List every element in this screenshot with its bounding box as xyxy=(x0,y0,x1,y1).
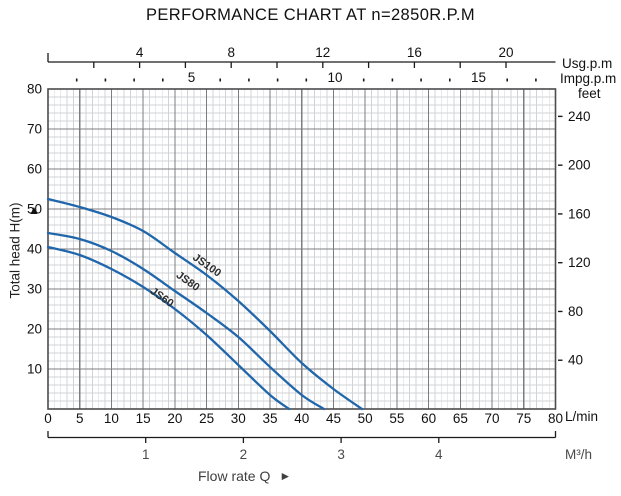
curve-JS80 xyxy=(46,231,326,411)
axis-lmin: 0 5 10 15 20 25 30 35 40 45 50 55 60 65 70 75 80 xyxy=(44,411,563,426)
unit-label-m3h: M³/h xyxy=(565,447,592,462)
up-triangle-icon: ▲ xyxy=(28,203,40,217)
lmin-tick-label: 75 xyxy=(516,411,531,426)
feet-tick-label: 160 xyxy=(568,206,591,221)
unit-label-lmin: L/min xyxy=(565,409,599,424)
plot-border xyxy=(47,88,557,410)
usgpm-tick-label: 4 xyxy=(136,45,144,60)
axis-m3h: 1 2 3 4 xyxy=(47,431,557,462)
head-tick-label: 60 xyxy=(27,162,42,177)
m3h-tick-label: 1 xyxy=(142,447,150,462)
feet-tick-label: 120 xyxy=(568,255,591,270)
m3h-tick-label: 3 xyxy=(337,447,345,462)
head-tick-label: 40 xyxy=(27,242,42,257)
lmin-tick-label: 15 xyxy=(136,411,151,426)
lmin-tick-label: 5 xyxy=(76,411,84,426)
feet-tick-label: 40 xyxy=(568,353,583,368)
m3h-tick-label: 4 xyxy=(435,447,443,462)
head-tick-label: 80 xyxy=(27,82,42,97)
pump-curves xyxy=(46,197,364,411)
lmin-tick-label: 65 xyxy=(453,411,468,426)
lmin-tick-label: 60 xyxy=(421,411,436,426)
usgpm-tick-label: 16 xyxy=(407,45,422,60)
curve-JS100 xyxy=(46,197,364,411)
feet-tick-label: 200 xyxy=(568,158,591,173)
lmin-tick-label: 20 xyxy=(167,411,182,426)
usgpm-tick-label: 20 xyxy=(498,45,513,60)
chart-title: PERFORMANCE CHART AT n=2850R.P.M xyxy=(145,6,475,24)
axis-usgpm: 4 8 12 16 20 xyxy=(47,45,556,68)
m3h-tick-label: 2 xyxy=(240,447,248,462)
lmin-tick-label: 30 xyxy=(231,411,246,426)
feet-tick-label: 240 xyxy=(568,109,591,124)
y-axis-title: Total head H(m) xyxy=(7,202,23,299)
lmin-tick-label: 70 xyxy=(485,411,500,426)
lmin-tick-label: 50 xyxy=(358,411,373,426)
lmin-tick-label: 80 xyxy=(548,411,563,426)
lmin-tick-label: 10 xyxy=(104,411,119,426)
right-arrow-icon: ► xyxy=(279,469,292,483)
axis-impgpm: 5 10 15 xyxy=(75,70,537,85)
unit-label-usgpm: Usg.p.m xyxy=(562,56,613,71)
lmin-tick-label: 25 xyxy=(199,411,214,426)
lmin-tick-label: 45 xyxy=(326,411,341,426)
axis-head-m: 80 70 60 50 40 30 20 10 xyxy=(27,82,42,377)
lmin-tick-label: 55 xyxy=(389,411,404,426)
curve-JS60 xyxy=(46,245,291,411)
head-tick-label: 70 xyxy=(27,122,42,137)
head-tick-label: 30 xyxy=(27,282,42,297)
usgpm-tick-label: 8 xyxy=(227,45,235,60)
head-tick-label: 20 xyxy=(27,322,42,337)
x-axis-title: Flow rate Q xyxy=(198,468,271,484)
head-tick-label: 10 xyxy=(27,362,42,377)
unit-label-impgpm: Impg.p.m xyxy=(560,71,617,86)
impgpm-tick-label: 5 xyxy=(188,70,196,85)
head-tick-label: 50 xyxy=(27,202,42,217)
axis-feet: 240 200 160 120 80 40 xyxy=(558,109,591,368)
unit-label-feet: feet xyxy=(578,86,601,101)
feet-tick-label: 80 xyxy=(568,304,583,319)
lmin-tick-label: 35 xyxy=(263,411,278,426)
lmin-tick-label: 0 xyxy=(44,411,52,426)
impgpm-tick-label: 10 xyxy=(327,70,342,85)
x-axis-caption: Flow rate Q ► xyxy=(198,468,291,484)
lmin-tick-label: 40 xyxy=(294,411,309,426)
impgpm-tick-label: 15 xyxy=(471,70,486,85)
usgpm-tick-label: 12 xyxy=(315,45,330,60)
